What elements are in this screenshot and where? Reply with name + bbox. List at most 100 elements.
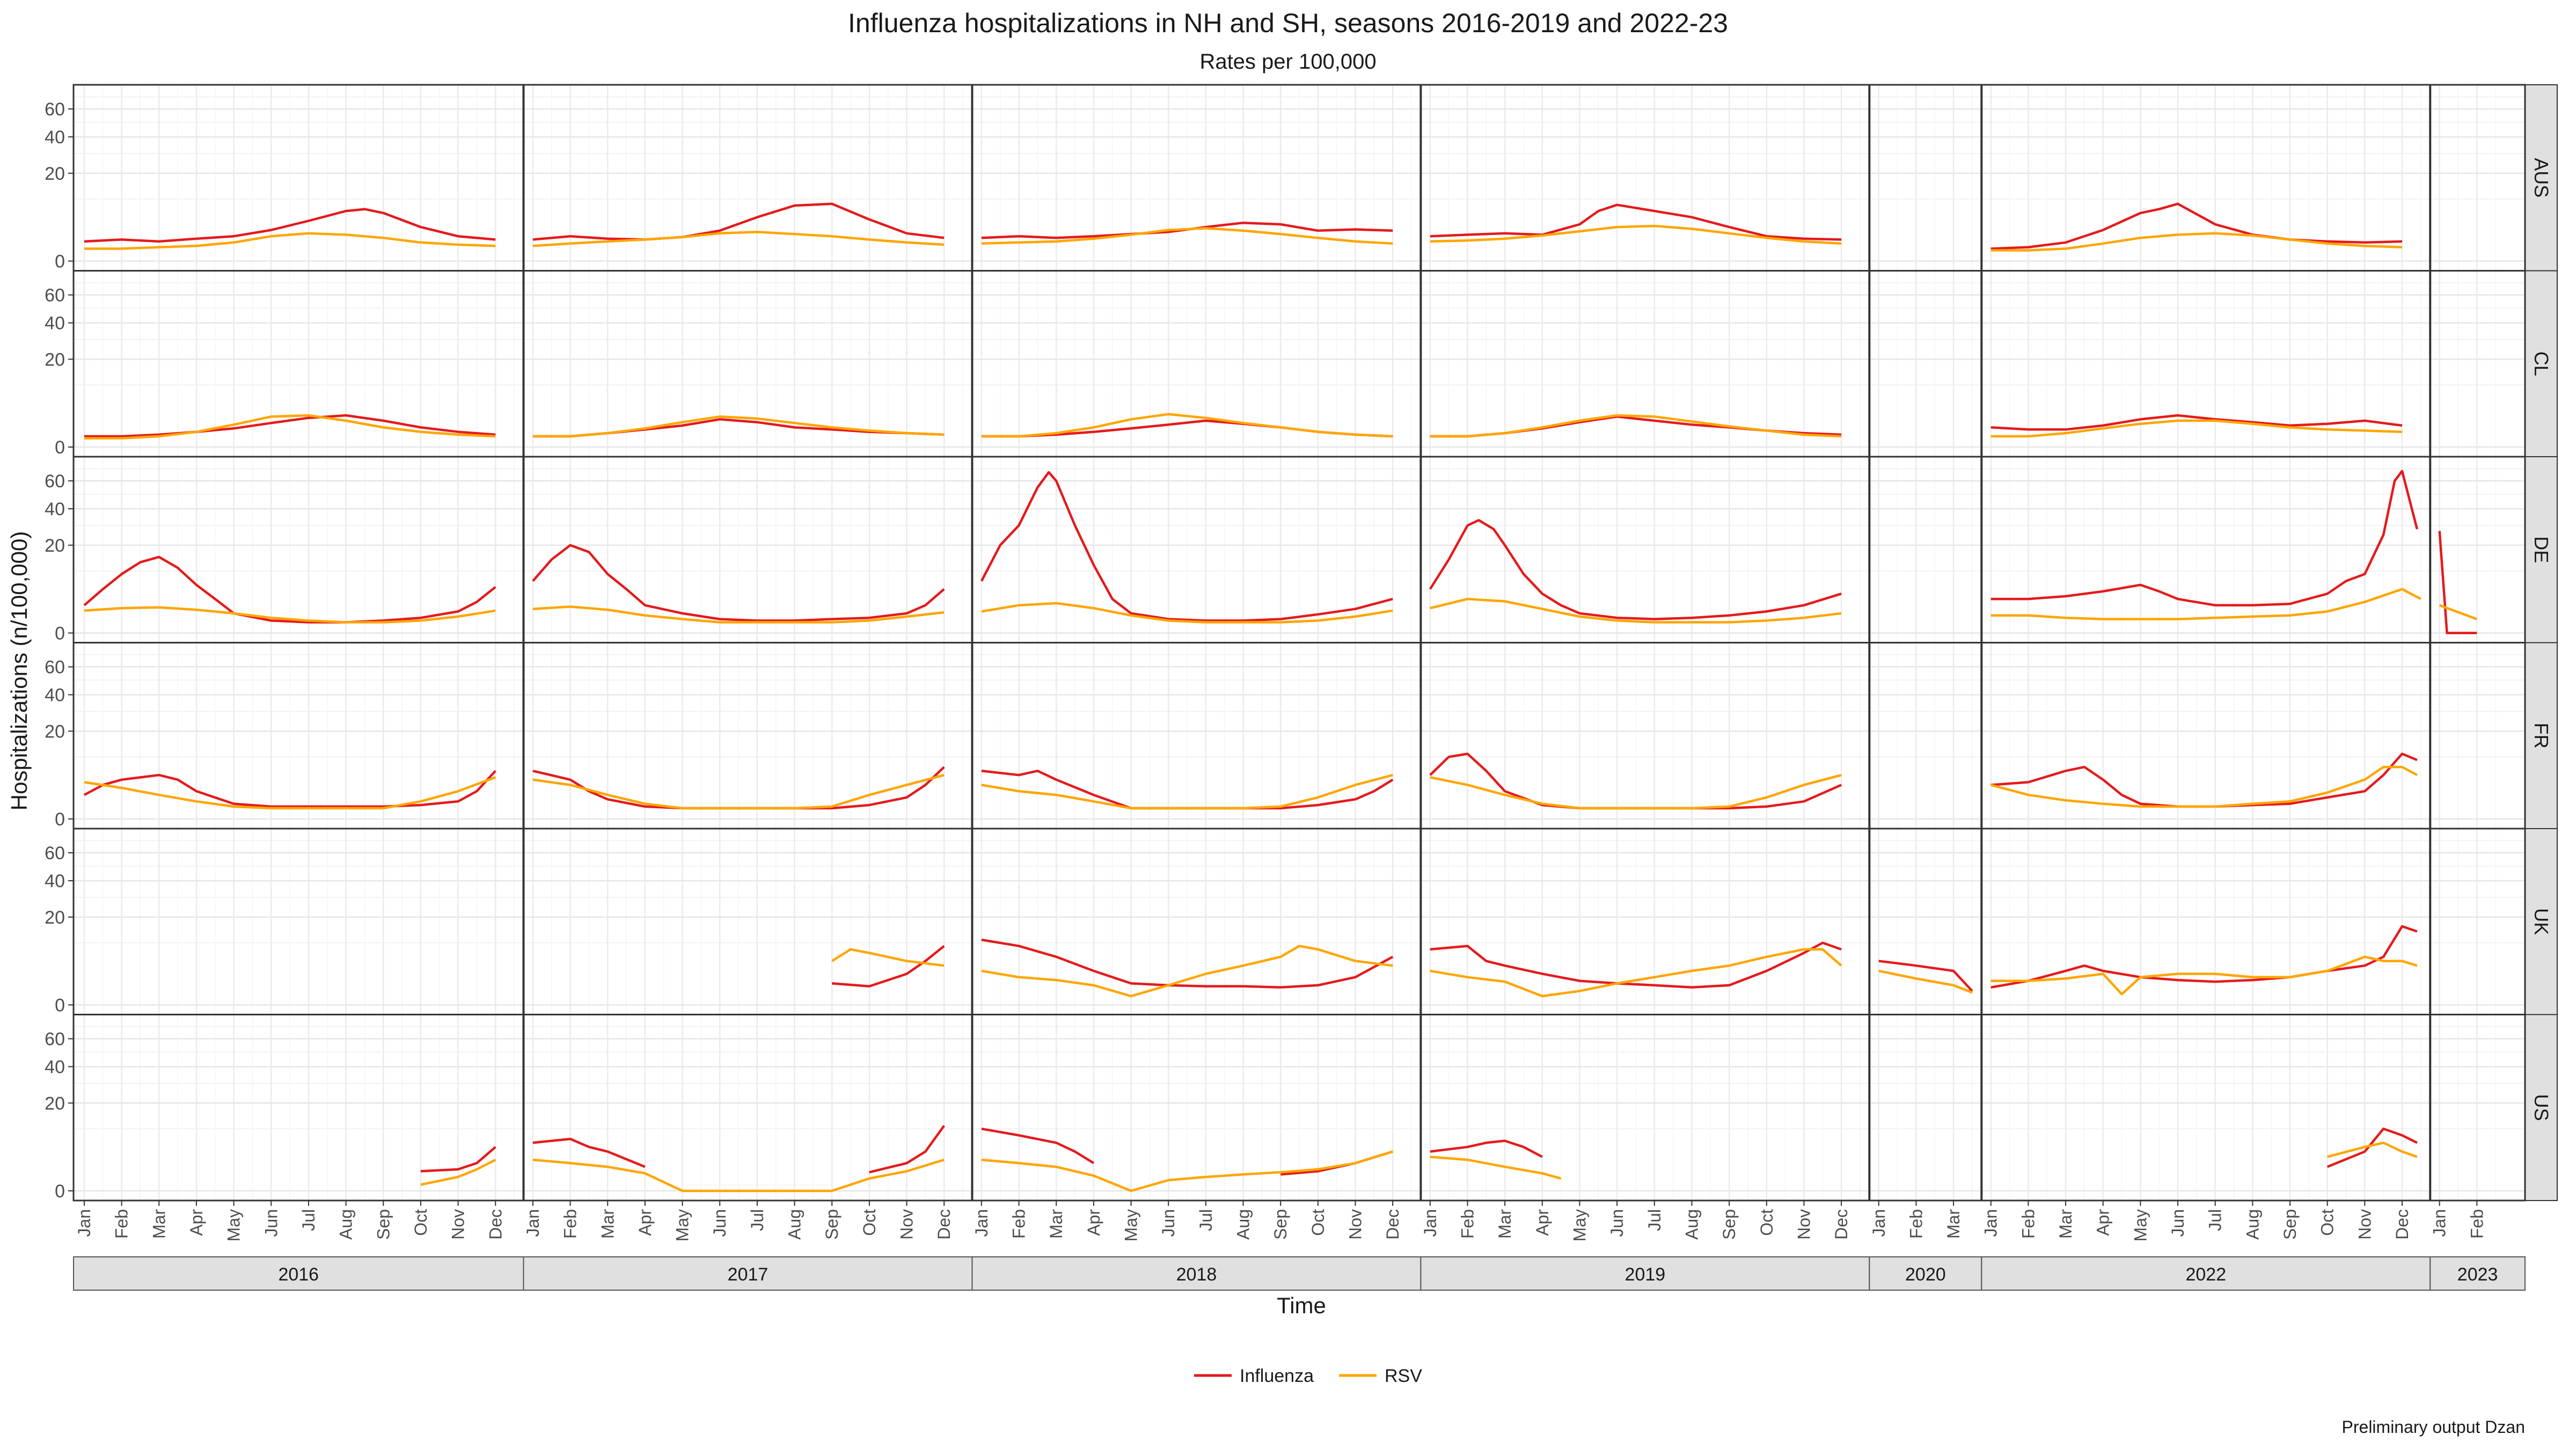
x-tick-label: Dec [1832, 1209, 1851, 1240]
y-tick-label: 60 [45, 657, 65, 678]
year-strip [1981, 1256, 2431, 1291]
series-line-rsv [532, 415, 945, 438]
y-tick-label: 40 [45, 499, 65, 519]
series-line-rsv [532, 774, 945, 810]
y-axis-label: Hospitalizations (n/100,000) [6, 531, 32, 811]
series-line-influenza [1990, 470, 2419, 607]
series-line-rsv [532, 230, 945, 247]
series-line-influenza [1430, 941, 1842, 989]
chart-title: Influenza hospitalizations in NH and SH,… [848, 8, 1728, 38]
series-line-influenza [532, 202, 945, 241]
x-tick-label: Apr [635, 1209, 655, 1236]
year-strip-label: 2019 [1625, 1264, 1666, 1285]
x-tick-label: Jul [1645, 1209, 1664, 1231]
x-tick-label: Aug [2243, 1209, 2262, 1240]
y-tick-label: 0 [55, 624, 65, 644]
y-tick-label: 40 [45, 1057, 65, 1078]
x-tick-label: Aug [336, 1209, 356, 1240]
x-tick-label: Feb [561, 1209, 580, 1239]
series-line-rsv [1990, 765, 2418, 808]
series-line-influenza [532, 1137, 646, 1168]
x-tick-label: Mar [2056, 1209, 2075, 1239]
x-tick-label: Jul [299, 1209, 318, 1231]
chart-subtitle: Rates per 100,000 [1199, 50, 1376, 74]
series-line-rsv [84, 414, 496, 440]
y-tick-label: 20 [45, 536, 65, 556]
series-line-rsv [2439, 604, 2478, 620]
x-axis-label: Time [1277, 1293, 1326, 1318]
x-tick-label: Jan [1869, 1209, 1889, 1237]
series-line-influenza [2438, 531, 2477, 634]
facet-strip [2524, 642, 2558, 829]
x-tick-label: Jul [748, 1209, 767, 1231]
facet-label: DE [2530, 536, 2552, 563]
series-line-rsv [84, 776, 496, 810]
series-line-influenza [1878, 960, 1973, 992]
plot-area: 0 20 40 60 AUS 0 20 40 60 CL 0 20 40 60 DE 0 20 40 60 FR 0 20… [45, 84, 2558, 1291]
x-tick-label: Nov [2355, 1209, 2374, 1240]
x-tick-label: Apr [187, 1209, 206, 1236]
x-tick-label: Sep [1271, 1209, 1290, 1240]
y-tick-label: 60 [45, 286, 65, 306]
y-tick-label: 40 [45, 127, 65, 148]
series-line-rsv [532, 605, 945, 624]
x-tick-label: Oct [2318, 1209, 2337, 1236]
y-tick-label: 60 [45, 1029, 65, 1050]
x-tick-label: Oct [1757, 1209, 1776, 1236]
year-strip-label: 2023 [2457, 1264, 2498, 1285]
series-line-influenza [2326, 1128, 2418, 1168]
x-tick-label: Apr [1533, 1209, 1552, 1236]
year-strip-label: 2016 [278, 1264, 319, 1285]
year-strip [73, 1256, 524, 1291]
year-strip-label: 2017 [728, 1264, 769, 1285]
x-tick-label: Nov [1794, 1209, 1813, 1240]
series-line-rsv [420, 1159, 496, 1186]
x-tick-label: May [1570, 1209, 1589, 1241]
x-tick-label: Sep [2280, 1209, 2300, 1240]
x-tick-label: May [673, 1209, 692, 1241]
y-tick-label: 20 [45, 164, 65, 184]
series-line-rsv [981, 945, 1393, 998]
y-tick-label: 20 [45, 1093, 65, 1114]
series-line-influenza [869, 1125, 946, 1174]
series-line-rsv [1990, 419, 2403, 438]
x-tick-label: Sep [374, 1209, 393, 1240]
x-tick-label: Feb [1906, 1209, 1926, 1239]
series-line-influenza [980, 471, 1393, 622]
year-strip-label: 2022 [2185, 1264, 2226, 1285]
y-tick-label: 0 [55, 809, 65, 830]
y-tick-label: 40 [45, 313, 65, 334]
series-line-influenza [1990, 414, 2403, 431]
x-tick-label: Dec [486, 1209, 505, 1240]
y-tick-label: 40 [45, 685, 65, 706]
series-line-rsv [981, 1150, 1393, 1192]
series-line-rsv [1430, 1155, 1562, 1180]
series-line-rsv [84, 606, 496, 624]
x-tick-label: Mar [149, 1209, 169, 1239]
x-tick-label: Sep [822, 1209, 841, 1240]
series-line-rsv [1990, 955, 2418, 996]
series-line-influenza [532, 544, 945, 622]
x-tick-label: Nov [449, 1209, 468, 1240]
series-line-rsv [1430, 597, 1842, 624]
series-line-rsv [981, 602, 1393, 624]
series-line-rsv [84, 232, 496, 250]
x-tick-label: Mar [1495, 1209, 1514, 1239]
y-tick-label: 40 [45, 871, 65, 891]
x-tick-label: Jul [2206, 1209, 2225, 1231]
x-tick-label: Aug [1234, 1209, 1253, 1240]
facet-strip [2524, 1014, 2558, 1201]
series-line-rsv [1430, 224, 1842, 245]
series-line-influenza [83, 770, 496, 808]
year-strip [971, 1256, 1422, 1291]
x-tick-label: May [2131, 1209, 2150, 1241]
series-line-influenza [981, 938, 1394, 989]
x-tick-label: Dec [2392, 1209, 2412, 1240]
x-tick-label: Apr [1084, 1209, 1103, 1236]
x-tick-label: Jun [710, 1209, 729, 1237]
x-tick-label: Aug [1682, 1209, 1701, 1240]
x-tick-label: Jun [261, 1209, 281, 1237]
x-tick-label: Jan [1981, 1209, 2001, 1237]
x-tick-label: Feb [2018, 1209, 2038, 1239]
series-line-rsv [981, 227, 1393, 245]
